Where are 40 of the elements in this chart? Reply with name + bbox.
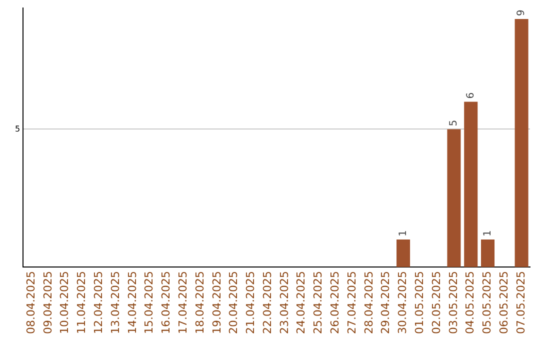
x-tick-label: 07.05.2025 <box>514 271 528 334</box>
x-tick-label: 04.05.2025 <box>464 271 477 334</box>
x-tick-label: 20.04.2025 <box>227 271 240 334</box>
x-tick-label: 23.04.2025 <box>278 271 291 334</box>
x-tick-label: 05.05.2025 <box>480 271 494 334</box>
data-label: 1 <box>398 230 409 236</box>
x-tick-label: 28.04.2025 <box>362 271 376 334</box>
x-tick-label: 16.04.2025 <box>160 271 173 334</box>
data-label: 1 <box>482 230 494 236</box>
x-tick-label: 03.05.2025 <box>446 271 460 334</box>
x-tick-label: 09.04.2025 <box>41 271 54 334</box>
x-tick-label: 17.04.2025 <box>176 271 190 334</box>
x-tick-label: 12.04.2025 <box>92 271 105 334</box>
x-tick-label: 22.04.2025 <box>260 271 274 334</box>
x-tick-label: 30.04.2025 <box>396 271 410 334</box>
bar <box>447 129 461 268</box>
x-tick-label: 24.04.2025 <box>294 271 308 334</box>
x-tick-label: 26.04.2025 <box>328 271 342 334</box>
data-label: 6 <box>465 92 476 99</box>
x-tick-label: 27.04.2025 <box>345 271 358 334</box>
x-tick-label: 14.04.2025 <box>126 271 139 334</box>
x-tick-label: 13.04.2025 <box>108 271 122 334</box>
bar <box>396 239 410 268</box>
x-tick-label: 08.04.2025 <box>24 271 38 334</box>
x-tick-label: 11.04.2025 <box>75 271 88 334</box>
x-tick-label: 02.05.2025 <box>430 271 443 334</box>
x-tick-label: 19.04.2025 <box>210 271 224 334</box>
bar <box>481 239 495 268</box>
data-label: 5 <box>448 120 460 126</box>
bar <box>464 102 478 268</box>
bar <box>514 19 528 268</box>
x-tick-label: 01.05.2025 <box>413 271 426 334</box>
x-tick-label: 15.04.2025 <box>142 271 156 334</box>
x-tick-label: 18.04.2025 <box>193 271 206 334</box>
x-tick-label: 29.04.2025 <box>379 271 392 334</box>
x-tick-label: 06.05.2025 <box>498 271 511 334</box>
x-tick-label: 10.04.2025 <box>58 271 72 334</box>
x-tick-label: 25.04.2025 <box>312 271 325 334</box>
x-tick-label: 21.04.2025 <box>244 271 258 334</box>
data-label: 9 <box>516 10 528 16</box>
